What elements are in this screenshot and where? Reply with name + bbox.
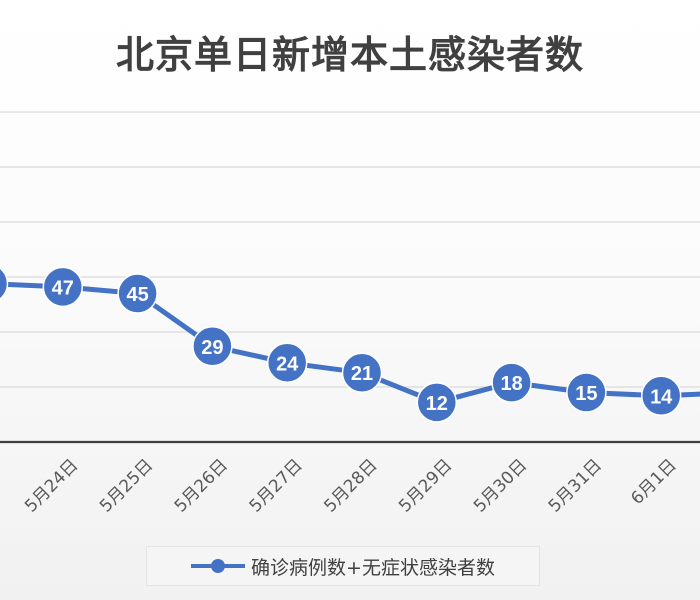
data-label: 45: [126, 284, 148, 306]
data-point: 29: [192, 326, 233, 367]
legend: 确诊病例数+无症状感染者数: [146, 546, 540, 586]
data-marker: [491, 362, 532, 403]
data-marker: [416, 382, 458, 423]
data-point: 8: [0, 267, 9, 300]
data-marker: [192, 326, 233, 367]
x-tick-label: 6月1日: [627, 455, 680, 508]
data-label: 12: [426, 393, 448, 415]
data-label: 14: [650, 386, 673, 408]
data-marker: [341, 352, 383, 393]
data-label: 18: [500, 373, 522, 395]
x-tick-label: 5月27日: [246, 455, 307, 516]
x-tick-label: 5月30日: [470, 455, 531, 516]
data-marker: [566, 372, 607, 413]
legend-label: 确诊病例数+无症状感染者数: [251, 556, 495, 579]
x-tick-label: 5月25日: [96, 455, 157, 516]
data-point: 14: [640, 375, 682, 417]
data-point: 47: [42, 266, 84, 308]
data-marker: [117, 273, 158, 314]
x-tick-labels: 5月24日 5月25日 5月26日 5月27日 5月28日 5月29日 5月30日 5月31日…: [21, 455, 681, 516]
x-tick-label: 5月28日: [320, 455, 381, 516]
data-label: 29: [201, 337, 223, 359]
data-point: 18: [491, 362, 532, 403]
chart-title: 北京单日新增本土感染者数: [115, 33, 584, 77]
data-marker: [0, 267, 9, 300]
legend-swatch-icon: [191, 559, 246, 573]
x-tick-label: 5月31日: [545, 455, 606, 516]
data-point: 24: [266, 342, 308, 384]
grid-lines: [0, 111, 700, 388]
data-label: 15: [575, 383, 597, 405]
data-marker: [640, 375, 682, 417]
data-marker: [42, 266, 84, 308]
data-label: 24: [276, 353, 299, 375]
data-point: 45: [117, 273, 158, 314]
data-point: 12: [416, 382, 458, 423]
data-point: 21: [341, 352, 383, 393]
data-label: 21: [351, 363, 373, 385]
data-marker: [266, 342, 308, 384]
x-tick-label: 5月24日: [21, 455, 82, 516]
x-tick-label: 5月29日: [395, 455, 456, 516]
x-tick-label: 5月26日: [171, 455, 232, 516]
series-markers: 8 47 45 29 24 21 12 18 15 14: [0, 266, 682, 423]
data-label: 47: [52, 277, 74, 299]
data-point: 15: [566, 372, 607, 413]
